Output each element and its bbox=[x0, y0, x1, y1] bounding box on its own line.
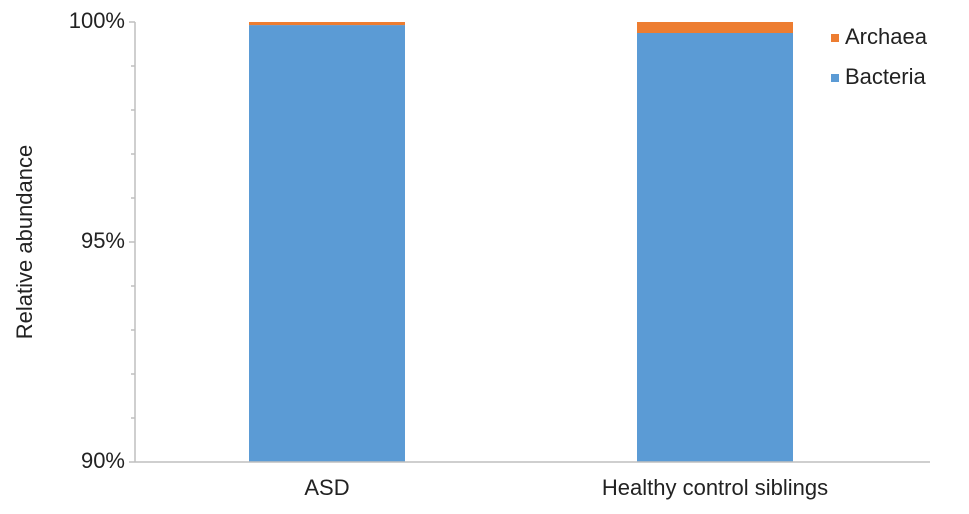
y-tick-label: 95% bbox=[81, 228, 125, 253]
y-tick-label: 90% bbox=[81, 448, 125, 473]
x-tick-label: Healthy control siblings bbox=[602, 475, 828, 500]
legend-label: Archaea bbox=[845, 24, 928, 49]
bar-segment bbox=[637, 22, 793, 33]
legend-swatch bbox=[831, 74, 839, 82]
y-axis-label: Relative abundance bbox=[12, 145, 37, 339]
bar-segment bbox=[249, 25, 405, 463]
bar-segment bbox=[637, 33, 793, 462]
y-tick-label: 100% bbox=[69, 8, 125, 33]
bar-segment bbox=[249, 22, 405, 26]
legend-swatch bbox=[831, 34, 839, 42]
x-tick-label: ASD bbox=[304, 475, 349, 500]
legend-label: Bacteria bbox=[845, 64, 926, 89]
